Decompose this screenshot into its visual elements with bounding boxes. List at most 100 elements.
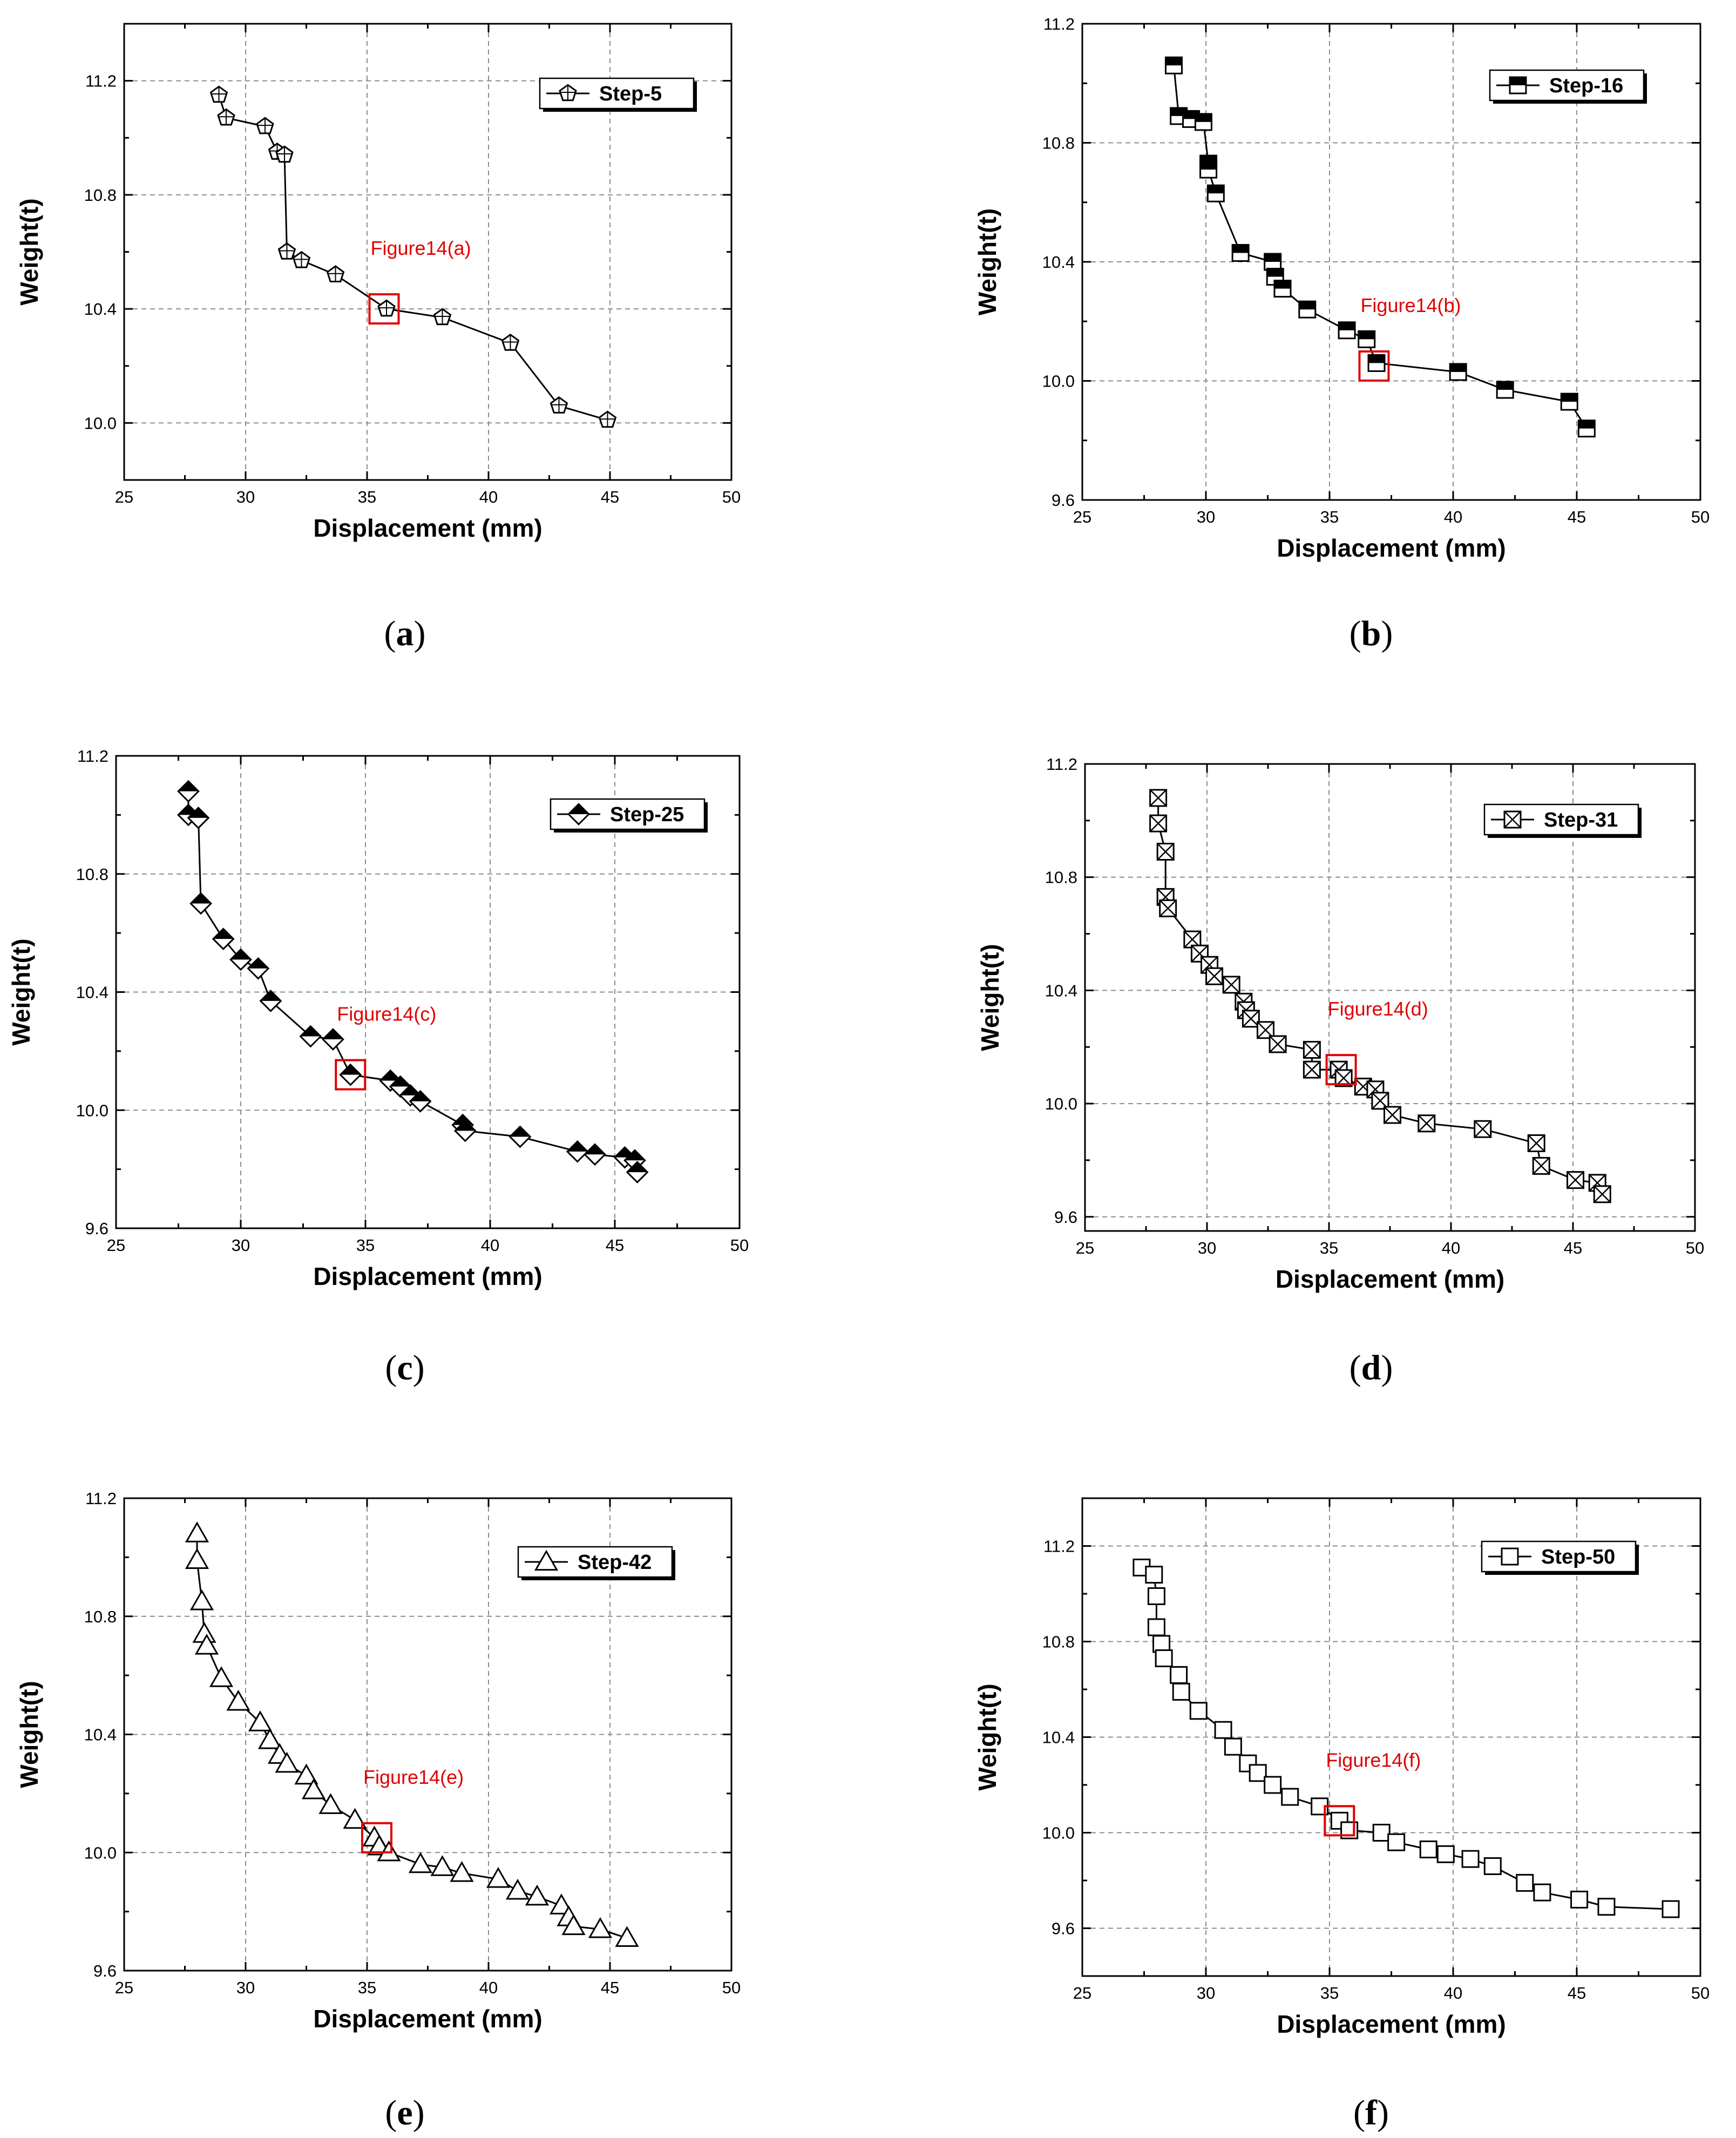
legend: Step-42 [517,1546,675,1580]
data-point [550,396,568,414]
data-point [1190,944,1209,963]
annotation-label: Figure14(b) [1360,294,1461,316]
data-point [1372,1824,1391,1842]
legend-marker [1503,810,1522,829]
data-point [453,1119,477,1142]
data-point [247,957,270,980]
x-tick-label: 30 [236,1978,255,1997]
data-point [1189,1702,1208,1720]
y-tick-label: 11.2 [1043,1537,1075,1556]
x-tick-label: 45 [601,488,619,506]
data-point [1159,899,1177,917]
data-point [1662,1900,1680,1918]
data-point [275,145,294,163]
x-tick-label: 25 [115,488,133,506]
annotation-label: Figure14(c) [337,1003,436,1025]
x-tick-label: 35 [1320,1984,1339,2002]
data-point [1483,1857,1502,1875]
y-tick-label: 9.6 [1052,1919,1075,1938]
legend-label: Step-50 [1541,1546,1615,1568]
data-point [194,1633,219,1655]
x-axis-title: Displacement (mm) [313,2005,542,2033]
data-point [561,1914,586,1936]
data-point [294,1763,318,1785]
data-point [1533,1883,1551,1902]
data-point [1330,1811,1348,1830]
data-point [217,108,235,126]
data-point [1155,1649,1173,1667]
data-point [1147,1618,1165,1636]
legend: Step-31 [1483,803,1642,838]
data-point [1199,160,1218,179]
y-axis-title: Weight(t) [973,208,1001,315]
legend-marker [534,1550,559,1571]
data-point [301,1778,326,1799]
y-tick-label: 9.6 [85,1219,109,1238]
data-point [1206,184,1225,202]
y-tick-label: 9.6 [93,1961,117,1980]
data-point [1172,1682,1190,1701]
x-axis-title: Displacement (mm) [1277,534,1506,562]
chart-panel-a: 25 30 35 40 45 50 10.0 10.4 10.8 11.2 Displacement… [15,23,741,653]
legend: Step-5 [539,77,697,112]
chart-panel-b: 25 30 35 40 45 50 9.6 10.0 10.4 10.8 11.2 Displacem… [973,15,1710,653]
data-point [1593,1185,1611,1203]
y-tick-label: 9.6 [1054,1208,1077,1227]
data-point [615,1926,639,1947]
annotation-label: Figure14(a) [371,237,471,259]
y-tick-label: 10.4 [1042,1728,1075,1747]
data-point [326,265,345,282]
x-tick-label: 40 [1442,1239,1460,1257]
x-axis-title: Displacement (mm) [1277,2010,1506,2038]
data-point [505,1878,530,1900]
legend-label: Step-25 [610,803,684,826]
data-point [185,1521,209,1542]
x-tick-label: 25 [107,1236,125,1255]
legend-label: Step-5 [599,83,662,105]
data-point [1527,1134,1545,1152]
data-point [1567,1171,1585,1189]
data-point [508,1125,532,1148]
data-point [588,1917,613,1938]
x-tick-label: 25 [115,1978,133,1997]
x-tick-label: 30 [232,1236,250,1255]
data-point [525,1884,550,1906]
data-point [626,1161,649,1183]
data-point [189,1589,214,1611]
data-point [1164,56,1183,75]
legend-box [1483,803,1639,836]
y-axis-title: Weight(t) [976,944,1004,1051]
legend-label: Step-31 [1544,809,1618,831]
data-point [212,928,235,950]
chart-panel-e: 25 30 35 40 45 50 9.6 10.0 10.4 10.8 11.2 Displacem… [15,1489,741,2133]
subfigure-caption: (b) [1350,614,1393,653]
x-tick-label: 45 [606,1236,624,1255]
data-point [292,251,311,268]
data-point [257,1728,282,1749]
data-point [187,806,210,829]
data-point [299,1025,322,1048]
y-tick-label: 11.2 [85,72,117,91]
data-point [1149,789,1168,807]
legend-marker [567,803,590,826]
data-point [1338,321,1356,340]
data-point [486,1866,511,1888]
x-tick-label: 35 [358,488,376,506]
data-point [1449,363,1467,381]
annotation-label: Figure14(e) [363,1766,464,1788]
y-tick-label: 10.0 [84,1843,117,1862]
y-tick-label: 10.8 [1042,1633,1075,1652]
x-tick-label: 35 [358,1978,376,1997]
data-point [1256,1021,1274,1039]
data-point [1231,243,1250,262]
legend: Step-50 [1481,1540,1639,1575]
data-point [1577,420,1596,438]
data-point [1194,113,1212,131]
highlight-box [361,1822,392,1853]
data-point [177,780,200,803]
x-axis-title: Displacement (mm) [313,1262,542,1290]
data-point [275,1751,299,1773]
y-tick-label: 10.8 [76,865,109,884]
data-point [318,1793,343,1814]
y-axis-title: Weight(t) [7,938,35,1045]
